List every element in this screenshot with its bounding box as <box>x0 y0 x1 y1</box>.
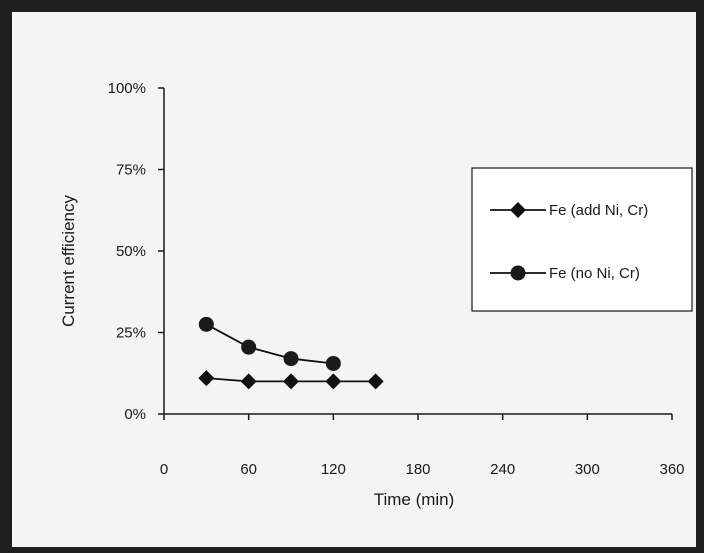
x-ticks: 0 60 120 180 240 300 360 <box>160 414 685 478</box>
data-point <box>198 316 214 332</box>
series-2 <box>198 316 341 371</box>
x-tick-label: 360 <box>659 461 684 478</box>
legend-item: Fe (add Ni, Cr) <box>490 202 648 219</box>
legend-label: Fe (add Ni, Cr) <box>549 202 648 219</box>
data-point <box>283 373 299 390</box>
y-axis-title: Current efficiency <box>59 195 78 327</box>
data-point <box>283 351 299 367</box>
data-point <box>325 355 341 371</box>
data-point <box>241 339 257 355</box>
y-tick-label: 50% <box>116 243 146 260</box>
legend-item: Fe (no Ni, Cr) <box>490 265 640 282</box>
x-tick-label: 0 <box>160 461 168 478</box>
x-tick-label: 120 <box>321 461 346 478</box>
data-point <box>367 373 384 390</box>
y-tick-label: 100% <box>108 80 146 97</box>
data-point <box>325 373 342 390</box>
legend-items: Fe (add Ni, Cr) Fe (no Ni, Cr) <box>490 202 648 282</box>
data-point <box>240 373 257 390</box>
legend: Fe (add Ni, Cr) Fe (no Ni, Cr) <box>471 167 693 312</box>
y-tick-label: 0% <box>124 406 146 423</box>
legend-marker <box>510 265 526 281</box>
series-line <box>205 323 334 365</box>
y-tick-label: 75% <box>116 162 146 179</box>
legend-box <box>471 167 693 312</box>
x-tick-label: 180 <box>405 461 430 478</box>
series-group <box>198 316 384 390</box>
data-point <box>198 370 215 387</box>
x-tick-label: 60 <box>240 461 257 478</box>
y-ticks: 0% 25% 50% 75% 100% <box>108 80 164 423</box>
legend-marker <box>510 202 526 218</box>
x-axis-title: Time (min) <box>374 490 455 509</box>
x-tick-label: 300 <box>575 461 600 478</box>
y-tick-label: 25% <box>116 325 146 342</box>
series-1 <box>198 370 384 390</box>
legend-label: Fe (no Ni, Cr) <box>549 265 640 282</box>
x-tick-label: 240 <box>490 461 515 478</box>
